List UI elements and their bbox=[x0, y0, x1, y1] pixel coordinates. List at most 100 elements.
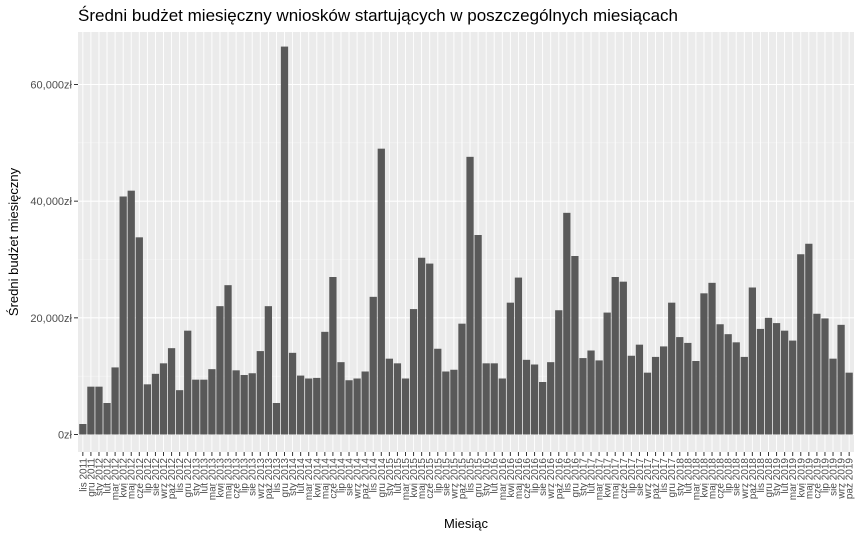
x-tick-label: wrz 2014 bbox=[353, 458, 364, 500]
x-tick-label: lip 2013 bbox=[240, 458, 251, 493]
y-tick-label: 40,000zł bbox=[30, 196, 72, 208]
bar bbox=[498, 378, 506, 435]
bar bbox=[297, 375, 305, 435]
x-tick-label: sty 2013 bbox=[191, 458, 202, 496]
bar bbox=[143, 384, 152, 435]
x-tick-label: sty 2014 bbox=[288, 458, 299, 496]
bar bbox=[176, 390, 184, 435]
x-tick-label: cze 2018 bbox=[716, 458, 727, 499]
x-tick-label: sty 2012 bbox=[94, 458, 105, 496]
x-tick-label: gru 2017 bbox=[667, 458, 678, 498]
bar bbox=[635, 344, 644, 435]
bar bbox=[748, 287, 756, 435]
x-tick-label: sty 2018 bbox=[675, 458, 686, 496]
bar bbox=[216, 306, 224, 435]
x-tick-label: gru 2015 bbox=[474, 458, 485, 498]
x-tick-label: mar 2017 bbox=[595, 458, 606, 501]
bar bbox=[103, 403, 111, 435]
bar bbox=[619, 281, 627, 435]
bar bbox=[240, 375, 248, 435]
bar bbox=[611, 277, 619, 435]
bar bbox=[571, 256, 579, 435]
x-tick-label: mar 2019 bbox=[788, 458, 799, 501]
x-tick-label: cze 2016 bbox=[522, 458, 533, 499]
x-tick-label: lip 2015 bbox=[433, 458, 444, 493]
x-tick-label: maj 2012 bbox=[127, 458, 138, 500]
x-tick-label: kwi 2017 bbox=[603, 458, 614, 498]
bar bbox=[224, 285, 232, 435]
x-tick-label: lis 2016 bbox=[562, 458, 573, 493]
x-tick-label: mar 2014 bbox=[304, 458, 315, 501]
x-tick-label: lis 2015 bbox=[466, 458, 477, 493]
x-tick-label: maj 2013 bbox=[224, 458, 235, 500]
bar bbox=[418, 257, 426, 435]
x-tick-label: sie 2015 bbox=[441, 458, 452, 496]
bar bbox=[595, 360, 603, 435]
x-tick-label: mar 2013 bbox=[207, 458, 218, 501]
bar bbox=[692, 361, 700, 435]
x-tick-label: kwi 2016 bbox=[506, 458, 517, 498]
bar bbox=[780, 330, 789, 435]
x-axis-title: Miesiąc bbox=[444, 516, 489, 531]
bar bbox=[506, 302, 514, 435]
bar bbox=[660, 346, 668, 435]
x-tick-label: maj 2016 bbox=[514, 458, 525, 500]
bar bbox=[95, 386, 103, 435]
bar bbox=[426, 263, 434, 435]
bar bbox=[740, 356, 748, 435]
chart-title: Średni budżet miesięczny wniosków startu… bbox=[78, 6, 678, 25]
bar bbox=[200, 379, 208, 435]
x-tick-label: lut 2014 bbox=[296, 458, 307, 494]
x-tick-label: sie 2016 bbox=[538, 458, 549, 496]
x-tick-label: gru 2014 bbox=[377, 458, 388, 498]
bar bbox=[401, 378, 410, 435]
x-tick-label: sty 2016 bbox=[482, 458, 493, 496]
x-tick-label: paź 2014 bbox=[361, 458, 372, 500]
x-tick-label: mar 2015 bbox=[401, 458, 412, 501]
x-tick-label: lut 2019 bbox=[780, 458, 791, 494]
x-tick-label: wrz 2016 bbox=[546, 458, 557, 500]
x-tick-label: kwi 2018 bbox=[699, 458, 710, 498]
bar bbox=[369, 296, 377, 435]
bar bbox=[547, 362, 555, 435]
bar bbox=[377, 148, 385, 435]
x-tick-label: lut 2016 bbox=[490, 458, 501, 494]
x-tick-label: lut 2013 bbox=[199, 458, 210, 494]
bar bbox=[829, 358, 837, 435]
x-tick-label: sie 2019 bbox=[829, 458, 840, 496]
bar bbox=[805, 243, 813, 435]
bar bbox=[555, 310, 563, 435]
bar bbox=[627, 355, 635, 435]
x-tick-label: maj 2014 bbox=[320, 458, 331, 500]
bar bbox=[353, 378, 361, 435]
bar bbox=[393, 363, 402, 435]
bar bbox=[587, 350, 595, 435]
x-tick-label: lis 2012 bbox=[175, 458, 186, 493]
x-tick-label: paź 2012 bbox=[167, 458, 178, 500]
bar bbox=[845, 372, 853, 435]
x-tick-label: wrz 2019 bbox=[837, 458, 848, 500]
x-tick-label: sty 2015 bbox=[385, 458, 396, 496]
x-tick-label: sie 2018 bbox=[732, 458, 743, 496]
x-tick-label: kwi 2012 bbox=[119, 458, 130, 498]
x-tick-label: sie 2013 bbox=[248, 458, 259, 496]
bar bbox=[321, 331, 329, 435]
bar bbox=[458, 323, 466, 435]
bar bbox=[563, 212, 571, 435]
x-tick-label: cze 2017 bbox=[619, 458, 630, 499]
x-tick-label: paź 2018 bbox=[748, 458, 759, 500]
bar bbox=[167, 348, 176, 435]
x-tick-label: mar 2012 bbox=[111, 458, 122, 501]
x-tick-label: paź 2019 bbox=[845, 458, 856, 500]
bar bbox=[643, 372, 652, 435]
x-tick-label: maj 2017 bbox=[611, 458, 622, 500]
bar bbox=[474, 235, 482, 435]
x-tick-label: kwi 2013 bbox=[215, 458, 226, 498]
bar bbox=[797, 254, 805, 435]
x-tick-label: wrz 2012 bbox=[159, 458, 170, 500]
bar bbox=[603, 312, 611, 435]
bar bbox=[821, 318, 829, 435]
x-tick-label: maj 2015 bbox=[417, 458, 428, 500]
x-tick-label: lis 2018 bbox=[756, 458, 767, 493]
